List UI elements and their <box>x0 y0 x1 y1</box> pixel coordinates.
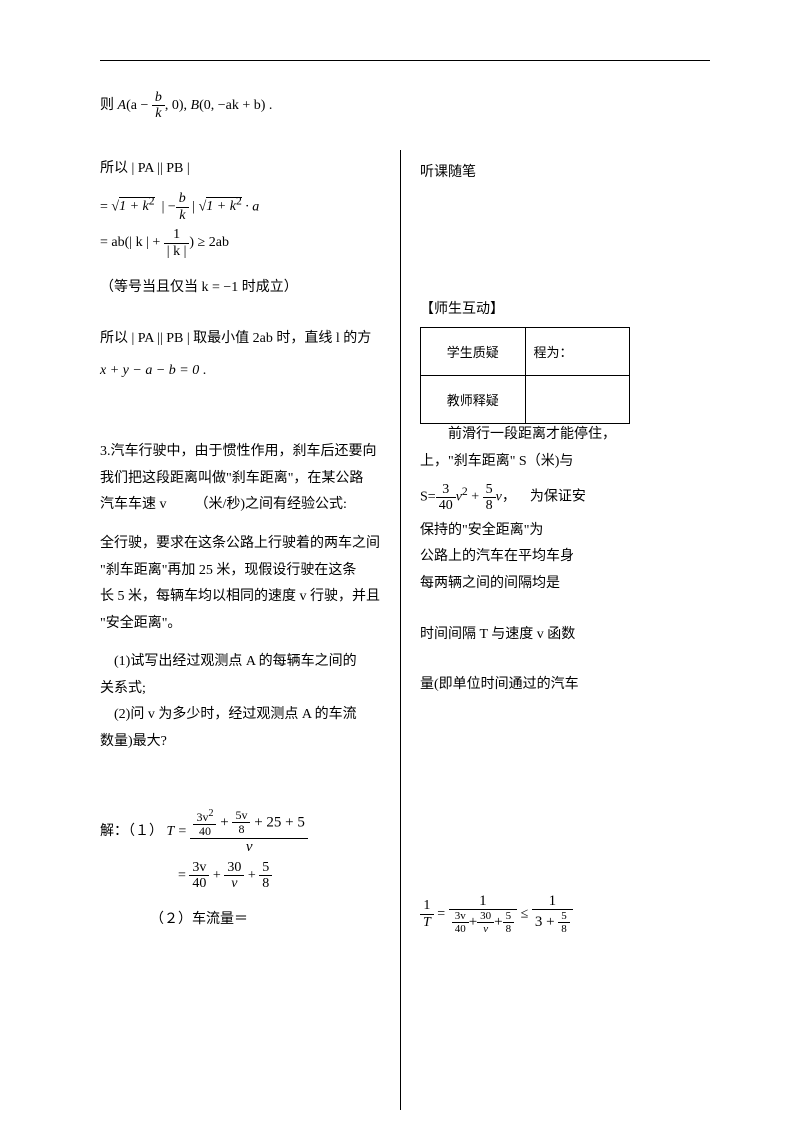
notes-label: 听课随笔 <box>420 160 710 187</box>
right-column: 听课随笔 【师生互动】 学生质疑 程为： 教师释疑 前滑行一段距离才能停住， 上… <box>420 160 710 939</box>
min-value-line-1: 所以 | PA || PB | 取最小值 2ab 时，直线 l 的方 <box>100 326 390 353</box>
q1-line2: 关系式; <box>100 676 390 703</box>
cell-equation: 程为： <box>525 328 630 376</box>
problem3-line4: 全行驶，要求在这条公路上行驶着的两车之间 <box>100 531 390 558</box>
label-A: A <box>118 98 127 113</box>
r-line1: 前滑行一段距离才能停住， <box>420 422 710 449</box>
frac-b-over-k: bk <box>152 90 165 122</box>
r-line5: 公路上的汽车在平均车身 <box>420 544 710 571</box>
q1-line1: (1)试写出经过观测点 A 的每辆车之间的 <box>100 649 390 676</box>
eq-sqrt-line: = √1 + k2 | −bk | √1 + k2 · a <box>100 189 390 223</box>
label-B: B <box>191 98 200 113</box>
r-line2: 上，"刹车距离" S（米)与 <box>420 449 710 476</box>
problem3-line5: "刹车距离"再加 25 米，现假设行驶在这条 <box>100 558 390 585</box>
eq-ab-line: = ab(| k | + 1| k |) ≥ 2ab <box>100 227 390 259</box>
cell-student: 学生质疑 <box>421 328 526 376</box>
problem3-line3: 汽车车速 v （米/秒)之间有经验公式: <box>100 492 390 519</box>
problem3-line2: 我们把这段距离叫做"刹车距离"，在某公路 <box>100 466 390 493</box>
problem3-line6: 长 5 米，每辆车均以相同的速度 v 行驶，并且 <box>100 584 390 611</box>
cell-teacher: 教师释疑 <box>421 376 526 424</box>
interaction-box-title: 【师生互动】 <box>420 297 710 324</box>
line-equation: x + y − a − b = 0 . <box>100 356 390 387</box>
r-line6: 每两辆之间的间隔均是 <box>420 571 710 598</box>
r-line8: 量(即单位时间通过的汽车 <box>420 672 710 699</box>
content-area: 则 A(a − bk, 0), B(0, −ak + b) . 所以 | PA … <box>100 90 710 122</box>
pa-pb-label: 所以 | PA || PB | <box>100 154 390 185</box>
cell-empty <box>525 376 630 424</box>
r-line7: 时间间隔 T 与速度 v 函数 <box>420 622 710 649</box>
left-column: 所以 | PA || PB | = √1 + k2 | −bk | √1 + k… <box>100 150 390 934</box>
text: a − <box>131 98 149 113</box>
text: . <box>269 98 273 113</box>
eq-points-AB: 则 A(a − bk, 0), B(0, −ak + b) . <box>100 90 710 122</box>
solution-2-label: （２）车流量＝ <box>100 907 390 934</box>
table-row: 教师释疑 <box>421 376 630 424</box>
q2-line2: 数量)最大? <box>100 729 390 756</box>
text: 则 <box>100 98 114 113</box>
equality-note: （等号当且仅当 k = −1 时成立） <box>100 275 390 302</box>
r-line4: 保持的"安全距离"为 <box>420 518 710 545</box>
table-row: 学生质疑 程为： <box>421 328 630 376</box>
problem3-line1: 3.汽车行驶中，由于惯性作用，刹车后还要向 <box>100 439 390 466</box>
vertical-divider <box>400 150 401 1110</box>
page: 则 A(a − bk, 0), B(0, −ak + b) . 所以 | PA … <box>0 0 800 1132</box>
interaction-table: 学生质疑 程为： 教师释疑 <box>420 327 630 424</box>
r-formula-S: S=340v2 + 58v， 为保证安 <box>420 479 710 513</box>
solution-1b: = 3v40 + 30v + 58 <box>100 860 390 892</box>
solution-1: 解：（１） T = 3v240 + 5v8 + 25 + 5 v <box>100 808 390 856</box>
q2-line1: (2)问 v 为多少时，经过观测点 A 的车流 <box>100 702 390 729</box>
text: (0, −ak + b) <box>199 98 265 113</box>
problem3-line7: "安全距离"。 <box>100 611 390 638</box>
final-inequality: 1T = 1 3v40+30v+58 ≤ 13 + 58 <box>420 893 710 936</box>
top-horizontal-rule <box>100 60 710 61</box>
